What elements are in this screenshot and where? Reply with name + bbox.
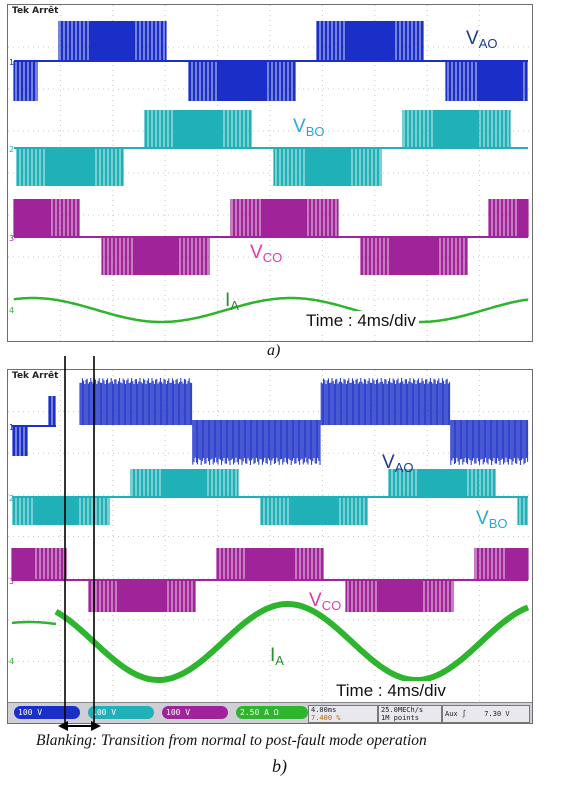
channel-3-scale: 100 V [162, 706, 228, 719]
channel-1-scale: 100 V [14, 706, 80, 719]
channel-4-scale: 2.50 A Ω [236, 706, 308, 719]
waveform-vbo-a [14, 110, 528, 186]
ch2-marker-a: 2 [9, 145, 14, 154]
label-vbo-b: VBO [476, 508, 508, 531]
ch1-marker-b: 1 [9, 423, 14, 432]
waveform-vao-a [13, 21, 528, 101]
waveform-vco-b [11, 548, 529, 612]
time-scale-label-b: Time : 4ms/div [333, 681, 449, 701]
label-vco-a: VCO [250, 242, 283, 265]
oscilloscope-panel-b: 1 2 3 4 Tek Arrêt 100 V 100 V 100 V 2.50 A … [7, 369, 533, 724]
time-scale-label-a: Time : 4ms/div [303, 311, 419, 331]
waveform-ia-a [13, 296, 529, 324]
caption-b: b) [272, 756, 287, 776]
timebase-readout: 4.00ms 7.400 % [308, 705, 378, 723]
ch2-marker-b: 2 [9, 494, 14, 503]
scope-header-b: Tek Arrêt [12, 371, 59, 381]
waveform-canvas-b: 1 2 3 4 [8, 370, 532, 703]
ch3-marker-a: 3 [9, 234, 14, 243]
trigger-readout: Aux ∫ 7.30 V [442, 705, 530, 723]
channel-2-scale: 100 V [88, 706, 154, 719]
label-vco-b: VCO [309, 590, 342, 613]
label-vao-a: VAO [466, 28, 498, 51]
waveform-vbo-b [12, 469, 528, 525]
ch3-marker-b: 3 [9, 577, 14, 586]
waveform-vao-b-postfault [79, 378, 529, 465]
waveform-vco-a [13, 199, 529, 275]
label-ia-b: IA [270, 645, 284, 668]
label-vao-b: VAO [382, 452, 414, 475]
oscilloscope-panel-a: 1 2 3 4 Tek Arrêt [7, 4, 533, 342]
waveform-vao-b-prefault [12, 396, 56, 456]
label-ia-a: IA [225, 290, 239, 313]
ch4-marker-a: 4 [9, 306, 14, 315]
caption-a: a) [267, 342, 281, 359]
sample-rate-readout: 25.0MECh/s 1M points [378, 705, 442, 723]
blanking-caption: Blanking: Transition from normal to post… [36, 732, 427, 749]
ch1-marker-a: 1 [9, 58, 14, 67]
waveform-ia-b-postfault [54, 601, 530, 683]
scope-status-bar: 100 V 100 V 100 V 2.50 A Ω 4.00ms 7.400 … [8, 702, 532, 723]
waveform-canvas-a: 1 2 3 4 [8, 5, 532, 341]
waveform-ia-b-prefault [11, 620, 57, 626]
scope-header-a: Tek Arrêt [12, 6, 59, 16]
label-vbo-a: VBO [293, 116, 325, 139]
ch4-marker-b: 4 [9, 657, 14, 666]
